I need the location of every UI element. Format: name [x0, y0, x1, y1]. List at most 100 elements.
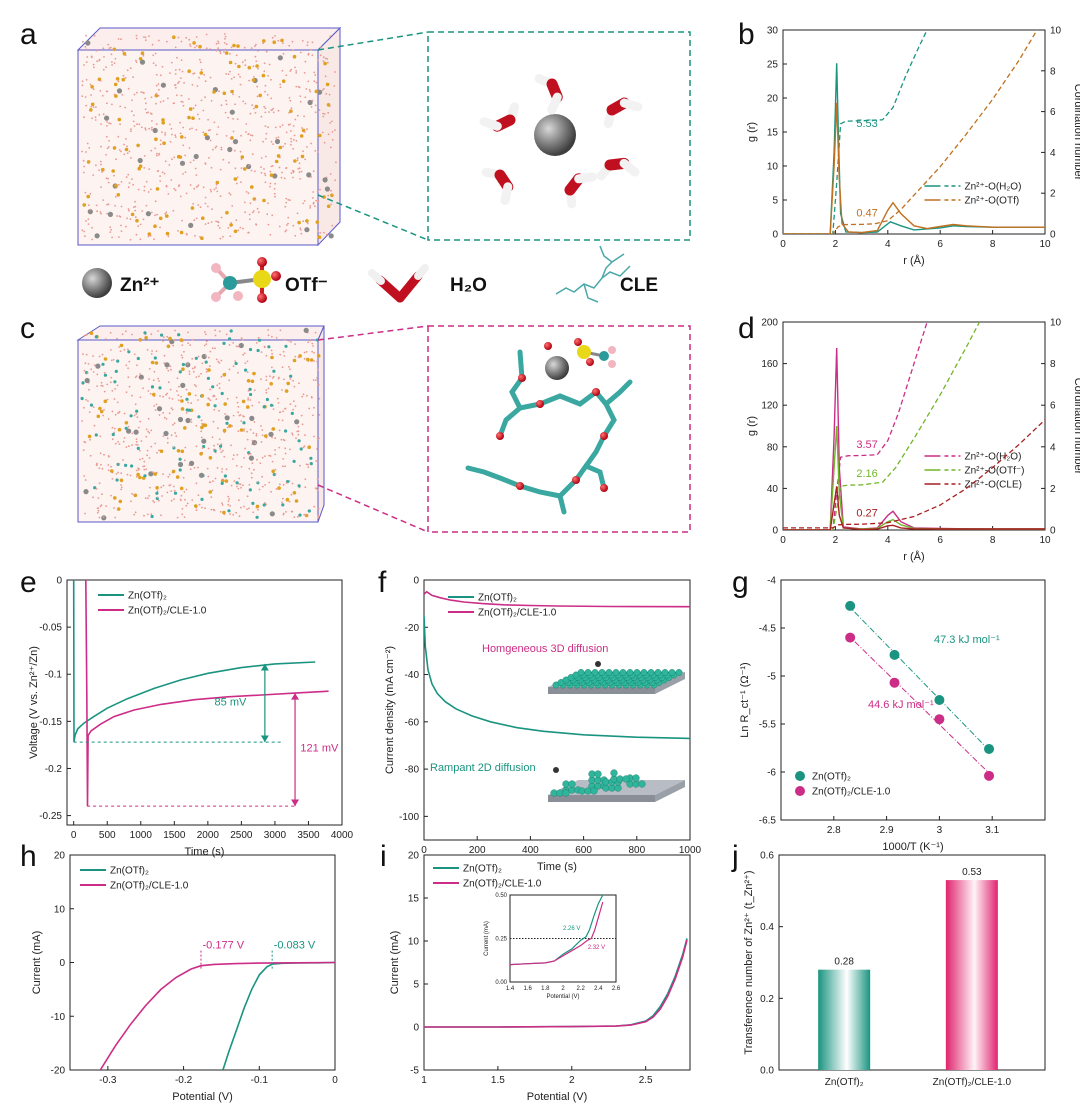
x-tick-label: 0: [780, 535, 786, 546]
arrowhead: [291, 799, 300, 807]
y-tick-label: 120: [761, 401, 778, 412]
inset-series-line: [509, 901, 604, 966]
y-tick-label: 0: [413, 1023, 419, 1034]
x-tick-label: 600: [575, 845, 592, 856]
y-tick-label: 5: [772, 196, 778, 207]
x-tick-label: 400: [522, 845, 539, 856]
inset-x-tick-label: 1.8: [541, 986, 550, 992]
inset-x-tick-label: 2.2: [576, 986, 585, 992]
y2-axis-label: Cordination number: [1072, 378, 1080, 475]
x-tick-label: 2: [569, 1075, 575, 1086]
x-axis-label: Potential (V): [527, 1091, 588, 1103]
x-tick-label: 0: [332, 1075, 338, 1086]
x-tick-label: 2.9: [880, 825, 894, 836]
y-tick-label: -5.5: [759, 720, 777, 731]
panel-e-voltage-chart: 0 500 1000 1500 2000 2500 3000 3500 4000 0 -0.05 -0…: [28, 576, 354, 859]
series-line-rdf: [783, 425, 1045, 530]
deposition-2d-inset: [548, 767, 685, 802]
water-molecules: [479, 74, 643, 209]
water-icon: [368, 264, 429, 303]
arrowhead: [260, 663, 269, 671]
x-tick-label: -0.1: [251, 1075, 269, 1086]
y-tick-label: 10: [767, 162, 779, 173]
x-axis-label: 1000/T (K⁻¹): [882, 841, 943, 853]
y-tick-label: -80: [405, 765, 420, 776]
panel-letter-i: i: [380, 840, 387, 873]
cle-polymer-icon: [555, 245, 631, 303]
x-tick-label: 1.5: [491, 1075, 505, 1086]
y-tick-label: 200: [761, 318, 778, 329]
x-tick-label: 0: [780, 239, 786, 250]
fit-line: [846, 603, 993, 754]
legend-label: Zn(OTf)₂/CLE-1.0: [812, 787, 891, 798]
x-axis-label: Time (s): [185, 846, 225, 858]
series-line: [222, 961, 335, 1070]
y2-tick-label: 8: [1050, 66, 1056, 77]
y-tick-label: 30: [767, 26, 779, 37]
annotation-label: Rampant 2D diffusion: [430, 762, 536, 774]
x-tick-label: 2000: [197, 830, 220, 841]
inset-x-tick-label: 2.6: [612, 986, 621, 992]
x-tick-label: 0: [421, 845, 427, 856]
legend-zn-label: Zn²⁺: [120, 275, 160, 296]
legend-label: Zn(OTf)₂: [478, 593, 517, 604]
panel-i-current-chart: 1 1.5 2 2.5 -5 0 5 10 15 20 Potential (V) Current (…: [389, 851, 691, 1103]
x-category-label: Zn(OTf)₂/CLE-1.0: [933, 1077, 1012, 1088]
y-tick-label: 40: [767, 484, 779, 495]
y-tick-label: 15: [767, 128, 779, 139]
annotation-label: 121 mV: [300, 743, 339, 755]
x-tick-label: 3500: [297, 830, 320, 841]
legend-label: Zn²⁺-O(H₂O): [964, 452, 1021, 463]
data-point: [845, 600, 856, 611]
inset-x-tick-label: 1.6: [523, 986, 532, 992]
y-axis-label: Current density (mA cm⁻²): [384, 646, 396, 774]
annotation-label: -0.177 V: [203, 940, 245, 952]
x-tick-label: 8: [990, 239, 996, 250]
y-tick-label: -0.15: [39, 717, 62, 728]
legend-label: Zn²⁺-O(OTf): [964, 196, 1019, 207]
panel-letter-c: c: [20, 312, 35, 345]
zoom-lines-a: [317, 31, 429, 241]
annotation-label: 44.6 kJ mol⁻¹: [868, 699, 934, 711]
y-tick-label: -0.2: [45, 764, 63, 775]
series-line-cn: [783, 322, 928, 530]
deposition-3d-inset: [548, 661, 685, 694]
series-line-cn: [783, 30, 928, 234]
molecule-particles-c: [80, 327, 321, 521]
y-tick-label: -5: [410, 1066, 419, 1077]
y-tick-label: 0.2: [760, 994, 774, 1005]
series-line-rdf: [783, 102, 1045, 234]
data-point: [889, 677, 900, 688]
legend-cle-label: CLE: [620, 275, 658, 296]
legend-label: Zn(OTf)₂/CLE-1.0: [478, 608, 557, 619]
x-axis-label: Potential (V): [172, 1091, 233, 1103]
legend-label: Zn²⁺-O(H₂O): [964, 182, 1021, 193]
y-tick-label: 20: [54, 851, 66, 862]
inset-x-tick-label: 2.4: [594, 986, 603, 992]
x-tick-label: 6: [937, 239, 943, 250]
y-tick-label: -0.05: [39, 623, 62, 634]
y-axis-label: Current (mA): [31, 931, 43, 995]
panel-letter-h: h: [20, 840, 37, 873]
legend-marker: [795, 786, 805, 796]
series-line: [424, 939, 688, 1028]
bar-value-label: 0.28: [834, 957, 854, 968]
y-tick-label: 0: [772, 526, 778, 537]
panel-g-arrhenius-chart: 2.8 2.9 3 3.1 -4 -4.5 -5 -5.5 -6 -6.5 1000/T (K⁻¹)…: [739, 576, 1046, 853]
bar-value-label: 0.53: [962, 867, 982, 878]
y-tick-label: 0.6: [760, 851, 774, 862]
series-line: [99, 961, 335, 1070]
y2-tick-label: 6: [1050, 401, 1056, 412]
y-axis-label: Voltage (V vs. Zn²⁺/Zn): [28, 646, 40, 759]
y-tick-label: 20: [408, 851, 420, 862]
x-tick-label: 1000: [679, 845, 702, 856]
y-tick-label: -40: [405, 670, 420, 681]
plot-frame: [780, 579, 1046, 821]
panel-j-transference-bar-chart: 0.0 0.2 0.4 0.6 Transference number of Zn²⁺ …: [743, 851, 1046, 1088]
legend-label: Zn(OTf)₂/CLE-1.0: [110, 881, 189, 892]
y-tick-label: 15: [408, 894, 420, 905]
zinc-ion-icon: [82, 268, 112, 298]
series-line-rdf: [783, 63, 1045, 234]
